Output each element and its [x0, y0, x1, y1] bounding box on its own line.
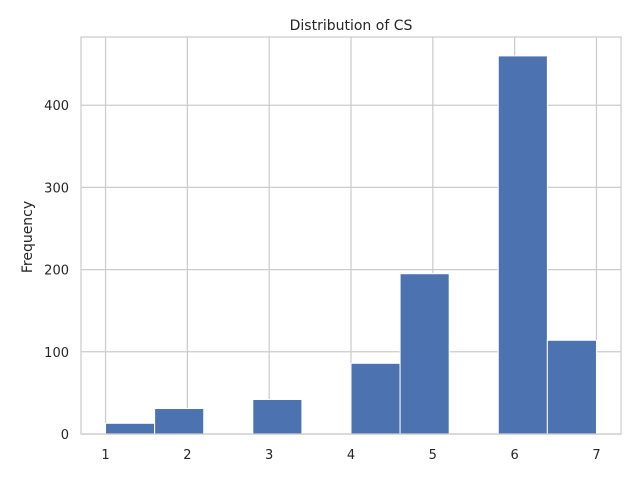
- histogram-bar-1: [154, 408, 205, 435]
- x-tick-label-5: 6: [510, 448, 518, 463]
- x-tick-label-4: 5: [429, 448, 437, 463]
- y-tick-label-2: 200: [44, 264, 69, 279]
- histogram-bar-0: [105, 422, 156, 435]
- y-tick-label-0: 0: [61, 428, 69, 443]
- histogram-bar-8: [497, 55, 548, 435]
- x-tick-label-3: 4: [347, 448, 355, 463]
- bars: [105, 55, 597, 435]
- chart-title: Distribution of CS: [290, 18, 413, 34]
- y-tick-labels: 0 100 200 300 400: [44, 99, 69, 443]
- y-tick-label-3: 300: [44, 181, 69, 196]
- histogram-bar-6: [399, 273, 450, 435]
- x-tick-label-6: 7: [592, 448, 600, 463]
- y-tick-label-4: 400: [44, 99, 69, 114]
- y-tick-label-1: 100: [44, 346, 69, 361]
- x-tick-labels: 1 2 3 4 5 6 7: [101, 448, 600, 463]
- x-tick-label-1: 2: [183, 448, 191, 463]
- histogram-bar-3: [252, 398, 303, 435]
- histogram-bar-9: [546, 339, 597, 435]
- histogram-bar-5: [350, 362, 401, 435]
- x-tick-label-0: 1: [101, 448, 109, 463]
- x-tick-label-2: 3: [265, 448, 273, 463]
- plot-frame: [80, 36, 622, 435]
- y-axis-label: Frequency: [20, 201, 36, 273]
